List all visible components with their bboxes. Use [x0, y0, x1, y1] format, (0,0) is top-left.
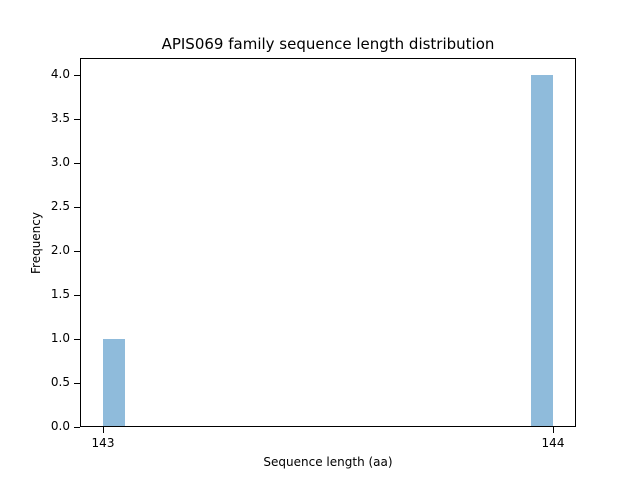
y-tick-label: 0.5 [50, 375, 70, 389]
x-axis-label: Sequence length (aa) [263, 455, 393, 469]
y-tick-label: 4.0 [50, 67, 70, 81]
y-tick-label: 1.0 [50, 331, 70, 345]
x-tick-label: 144 [541, 436, 565, 450]
x-tick-label: 143 [91, 436, 115, 450]
x-tick [553, 427, 554, 433]
y-tick [74, 251, 80, 252]
y-tick [74, 119, 80, 120]
y-tick [74, 295, 80, 296]
y-tick-label: 2.0 [50, 243, 70, 257]
bar-143 [103, 339, 125, 426]
y-tick-label: 0.0 [50, 419, 70, 433]
plot-area [80, 58, 576, 427]
chart-title: APIS069 family sequence length distribut… [161, 35, 495, 53]
y-tick [74, 427, 80, 428]
y-axis-label: Frequency [29, 212, 43, 274]
y-tick-label: 3.0 [50, 155, 70, 169]
x-tick [103, 427, 104, 433]
y-tick [74, 163, 80, 164]
y-tick [74, 207, 80, 208]
bar-144 [531, 75, 553, 426]
y-tick-label: 3.5 [50, 111, 70, 125]
y-tick [74, 339, 80, 340]
y-tick [74, 75, 80, 76]
y-tick-label: 1.5 [50, 287, 70, 301]
y-tick [74, 383, 80, 384]
y-tick-label: 2.5 [50, 199, 70, 213]
